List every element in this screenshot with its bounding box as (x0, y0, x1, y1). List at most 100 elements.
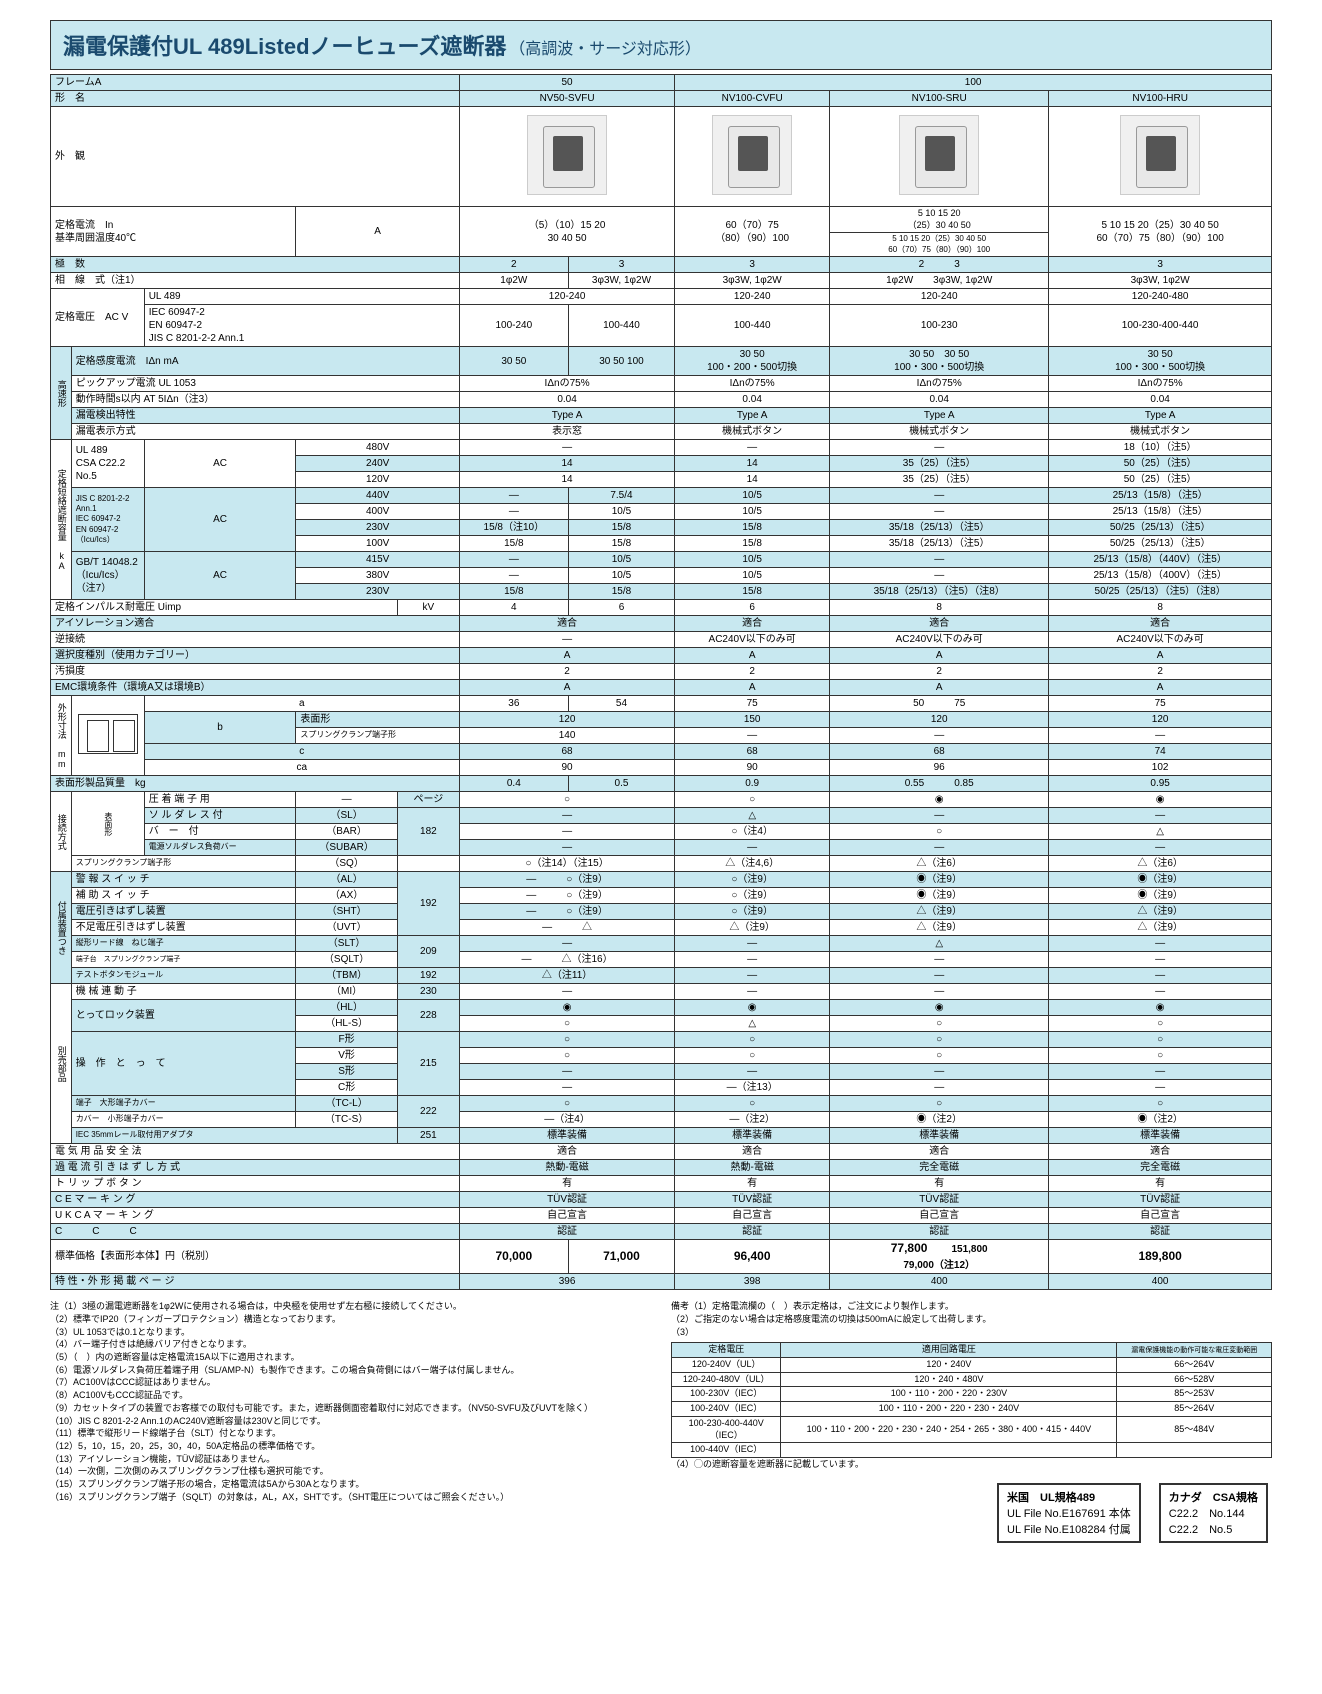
jisiec-label: JIS C 8201-2-2 Ann.1 IEC 60947-2 EN 6094… (71, 488, 144, 552)
poles-v4: 3 (1049, 257, 1272, 273)
r415-v2: 10/5 (675, 552, 830, 568)
ld-v1: 表示窓 (459, 424, 674, 440)
sel-label: 選択度種別（使用カテゴリー） (51, 648, 460, 664)
rev-label: 逆接続 (51, 632, 460, 648)
highspeed-label: 高速形 (51, 347, 72, 440)
note-line: （10）JIS C 8201-2-2 Ann.1のAC240V遮断容量は230V… (50, 1416, 651, 1428)
r400-v1b: 10/5 (568, 504, 674, 520)
ui-v4: 8 (1049, 600, 1272, 616)
r415-v4: 25/13（15/8）（440V）（注5） (1049, 552, 1272, 568)
frontform-vlabel: 表面形 (71, 792, 144, 856)
rv-v1a: 100-240 (459, 305, 568, 347)
ot-v2: 0.04 (675, 392, 830, 408)
pu-v1: IΔnの75% (459, 376, 674, 392)
product-img-2 (830, 107, 1049, 207)
pageref-label: 特 性・外 形 掲 載 ペ ー ジ (51, 1274, 460, 1290)
rv-v4: 100-230-400-440 (1049, 305, 1272, 347)
wr-v2: 3φ3W, 1φ2W (675, 273, 830, 289)
product-img-0 (459, 107, 674, 207)
product-img-3 (1049, 107, 1272, 207)
r480-v1: — (459, 440, 674, 456)
ui-v1b: 6 (568, 600, 674, 616)
r380-v1b: 10/5 (568, 568, 674, 584)
note-line: （12）5，10，15，20，25，30，40，50A定格品の標準価格です。 (50, 1441, 651, 1453)
r120-v2: 14 (675, 472, 830, 488)
uimp-unit: kV (397, 600, 459, 616)
r440-v1a: — (459, 488, 568, 504)
r380v: 380V (296, 568, 460, 584)
r230bv: 230V (296, 520, 460, 536)
r230b-v1b: 15/8 (568, 520, 674, 536)
note-line: （15）スプリングクランプ端子形の場合，定格電流は5Aから30Aとなります。 (50, 1479, 651, 1491)
ot-v3: 0.04 (830, 392, 1049, 408)
rated-current-label: 定格電流 In 基準周囲温度40℃ (51, 207, 296, 257)
sc-v3: 30 50 30 50 100・300・500切換 (830, 347, 1049, 376)
wr-v1a: 1φ2W (459, 273, 568, 289)
sc-v4: 30 50 100・300・500切換 (1049, 347, 1272, 376)
r230b-v3: 35/18（25/13）（注5） (830, 520, 1049, 536)
note-line: （13）アイソレーション機能，TÜV認証はありません。 (50, 1454, 651, 1466)
note-line: 注（1）3極の漏電遮断器を1φ2Wに使用される場合は，中央極を使用せず左右極に接… (50, 1301, 651, 1313)
r400-v4: 25/13（15/8）（注5） (1049, 504, 1272, 520)
optime-label: 動作時間s以内 AT 5IΔn（注3） (71, 392, 459, 408)
dims-diagram (71, 696, 144, 776)
product-img-1 (675, 107, 830, 207)
note-line: （4）バー端子付きは絶縁バリア付きとなります。 (50, 1339, 651, 1351)
r230cv: 230V (296, 584, 460, 600)
r415-v1a: — (459, 552, 568, 568)
dim-a-label: a (144, 696, 459, 712)
ul489-label: UL 489 (144, 289, 459, 305)
breaking-vlabel: 定格短絡遮断容量 kA (51, 440, 72, 600)
r100-v2: 15/8 (675, 536, 830, 552)
leakdisp-label: 漏電表示方式 (71, 424, 459, 440)
r440-v4: 25/13（15/8）（注5） (1049, 488, 1272, 504)
r400-v2: 10/5 (675, 504, 830, 520)
r230b-v1a: 15/8（注10） (459, 520, 568, 536)
r480-v2: — (675, 440, 830, 456)
sc-v1b: 30 50 100 (568, 347, 674, 376)
r240-v4: 50（25）（注5） (1049, 456, 1272, 472)
voltage-table: 定格電圧適用回路電圧漏電保護機能の動作可能な電圧変動範囲 120-240V（UL… (671, 1342, 1272, 1458)
note-line: 備考（1）定格電流欄の（ ）表示定格は，ご注文により製作します。 (671, 1301, 1272, 1313)
notes-left: 注（1）3極の漏電遮断器を1φ2Wに使用される場合は，中央極を使用せず左右極に接… (50, 1300, 651, 1546)
r480v: 480V (296, 440, 460, 456)
r230c-v4: 50/25（25/13）（注5）（注8） (1049, 584, 1272, 600)
r100-v1b: 15/8 (568, 536, 674, 552)
r120-v3: 35（25）（注5） (830, 472, 1049, 488)
notes-right: 備考（1）定格電流欄の（ ）表示定格は，ご注文により製作します。（2）ご指定のな… (671, 1300, 1272, 1546)
r380-v2: 10/5 (675, 568, 830, 584)
ul-v2: 120-240 (675, 289, 830, 305)
r230b-v4: 50/25（25/13）（注5） (1049, 520, 1272, 536)
rc-v3a: 5 10 15 20 （25）30 40 50 (830, 207, 1049, 233)
model-0: NV50-SVFU (459, 91, 674, 107)
spec-table: フレームA 50 100 形 名 NV50-SVFU NV100-CVFU NV… (50, 74, 1272, 1290)
emc-label: EMC環境条件（環境A又は環境B） (51, 680, 460, 696)
poles-v2: 3 (675, 257, 830, 273)
r230c-v2: 15/8 (675, 584, 830, 600)
ui-v2: 6 (675, 600, 830, 616)
note-line: （9）カセットタイプの装置でお客様での取付も可能です。また，遮断器側面密着取付に… (50, 1403, 651, 1415)
pol-label: 汚損度 (51, 664, 460, 680)
ld-v2: 機械式ボタン (675, 424, 830, 440)
ot-v4: 0.04 (1049, 392, 1272, 408)
dims-vlabel: 外形寸法 mm (51, 696, 72, 776)
poles-v3: 2 3 (830, 257, 1049, 273)
frame-100: 100 (675, 75, 1272, 91)
pu-v3: IΔnの75% (830, 376, 1049, 392)
appearance-label: 外 観 (51, 107, 460, 207)
r440-v1b: 7.5/4 (568, 488, 674, 504)
ac3: AC (144, 552, 296, 600)
sc-v1a: 30 50 (459, 347, 568, 376)
ac2: AC (144, 488, 296, 552)
ulcsa-label: UL 489 CSA C22.2 No.5 (71, 440, 144, 488)
r415-v3: — (830, 552, 1049, 568)
r415v: 415V (296, 552, 460, 568)
r100-v3: 35/18（25/13）（注5） (830, 536, 1049, 552)
r480-v3: — (830, 440, 1049, 456)
rv-v3: 100-230 (830, 305, 1049, 347)
pu-v4: IΔnの75% (1049, 376, 1272, 392)
note-line: （5）（ ）内の遮断容量は定格電流15A以下に適用されます。 (50, 1352, 651, 1364)
model-1: NV100-CVFU (675, 91, 830, 107)
note-line: （8）AC100VもCCC認証品です。 (50, 1390, 651, 1402)
r230b-v2: 15/8 (675, 520, 830, 536)
